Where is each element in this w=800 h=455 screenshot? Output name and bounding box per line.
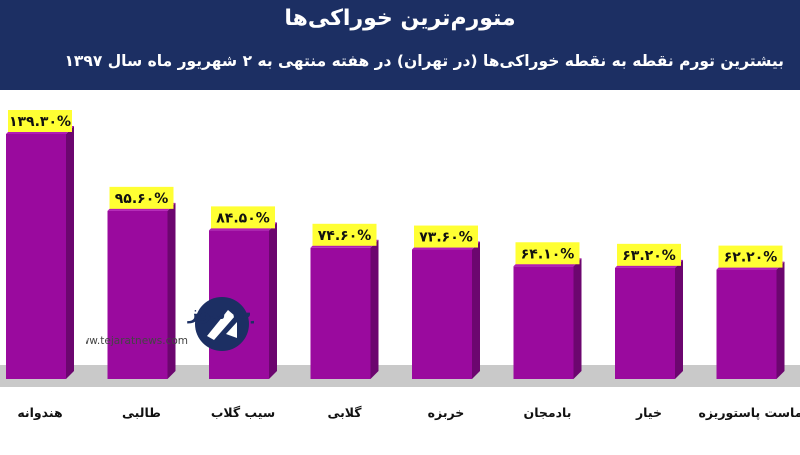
x-tick-label: گلابی [327, 405, 362, 420]
data-label: ۸۴.۵۰% [216, 210, 270, 226]
x-tick-label: هندوانه [17, 405, 62, 420]
chart-title: متورم‌ترین خوراکی‌ها [284, 6, 516, 31]
x-tick-label: ماست پاستوریزه [699, 405, 800, 420]
bar-side [675, 259, 683, 379]
chart-header: متورم‌ترین خوراکی‌ها بیشترین تورم نقطه ب… [0, 0, 800, 88]
bar [412, 249, 472, 379]
bar-side [167, 202, 176, 379]
tejaratnews-logo: تجارت نیوز www.tejaratnews.com [86, 297, 254, 351]
data-label-box [617, 243, 681, 266]
x-tick-label: خربزه [428, 405, 465, 420]
logo-url: www.tejaratnews.com [86, 335, 188, 347]
x-tick-label: خیار [635, 405, 662, 420]
bar-side [269, 222, 277, 379]
bar-side [776, 261, 785, 379]
logo-name: تجارت نیوز [187, 302, 254, 324]
data-label: ۷۴.۶۰% [318, 228, 372, 244]
chart-floor [0, 365, 800, 387]
bar-side [472, 241, 480, 379]
data-label-box [312, 223, 377, 246]
data-label: ۶۲.۲۰% [724, 250, 778, 266]
x-tick-label: بادمجان [524, 405, 572, 420]
chart-subtitle: بیشترین تورم نقطه به نقطه خوراکی‌ها (در … [64, 52, 784, 70]
bar [716, 269, 777, 379]
x-tick-label: طالبی [122, 405, 161, 420]
data-label-box [718, 245, 783, 268]
bar-side [573, 258, 582, 379]
data-label-box [8, 110, 72, 132]
data-label-box [414, 225, 478, 248]
bar [107, 210, 168, 379]
bar [310, 247, 371, 379]
x-tick-label: سیب گلاب [211, 405, 275, 420]
bar-side [370, 239, 379, 379]
data-label-box [211, 206, 275, 229]
data-label: ۱۳۹.۳۰% [9, 114, 71, 130]
plot-area: ۱۳۹.۳۰% هندوانه ۹۵.۶۰% طالبی ۸۴.۵۰% سیب گلاب ۷… [0, 90, 800, 455]
bar [615, 267, 675, 379]
data-label: ۷۳.۶۰% [419, 230, 473, 246]
bar [6, 134, 66, 379]
data-label: ۶۴.۱۰% [521, 246, 575, 262]
bar [513, 266, 574, 379]
data-label-box [515, 242, 580, 265]
data-label: ۹۵.۶۰% [115, 191, 169, 207]
bar-side [66, 126, 74, 379]
bar-chart: ۱۳۹.۳۰% هندوانه ۹۵.۶۰% طالبی ۸۴.۵۰% سیب گلاب ۷… [0, 110, 800, 420]
data-label: ۶۳.۲۰% [622, 248, 676, 264]
data-label-box [109, 186, 174, 209]
